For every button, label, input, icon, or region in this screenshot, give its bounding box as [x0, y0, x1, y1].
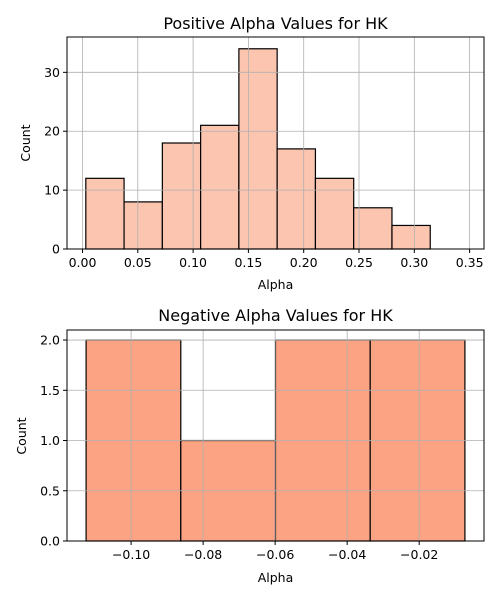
y-tick-label: 30 [44, 65, 60, 80]
y-tick-label: 2.0 [40, 333, 60, 348]
chart-title: Positive Alpha Values for HK [163, 14, 388, 33]
y-tick-label: 0.0 [40, 534, 60, 549]
x-tick-label: −0.10 [112, 547, 150, 562]
histogram-bar [200, 124, 240, 250]
x-tick-label: 0.30 [400, 255, 428, 270]
histogram-bar [123, 201, 163, 250]
histogram-bar [353, 207, 393, 250]
x-tick-label: 0.25 [345, 255, 373, 270]
x-axis-label: Alpha [258, 570, 294, 585]
y-tick-label: 0 [52, 242, 60, 257]
x-tick-label: −0.06 [256, 547, 294, 562]
histogram-bar [314, 177, 355, 250]
positive-alpha-histogram: Positive Alpha Values for HK Alpha Count… [18, 14, 485, 292]
histogram-bar [161, 142, 202, 250]
y-tick-label: 0.5 [40, 483, 60, 498]
x-tick-label: 0.00 [69, 255, 97, 270]
x-tick-label: −0.04 [328, 547, 366, 562]
x-axis-label: Alpha [258, 277, 294, 292]
histogram-bar [391, 224, 431, 250]
y-tick-label: 20 [44, 124, 60, 139]
x-tick-label: 0.35 [456, 255, 484, 270]
histogram-bar [85, 177, 125, 250]
axes-frame [66, 36, 485, 250]
y-axis-label: Count [18, 124, 33, 161]
y-tick-label: 10 [44, 183, 60, 198]
negative-alpha-histogram: Negative Alpha Values for HK Alpha Count… [14, 306, 485, 585]
histogram-bar [238, 48, 278, 250]
x-tick-label: 0.05 [124, 255, 152, 270]
chart-title: Negative Alpha Values for HK [158, 306, 393, 325]
x-tick-label: 0.15 [234, 255, 262, 270]
histogram-bar [276, 148, 317, 250]
x-tick-label: 0.20 [290, 255, 318, 270]
y-tick-label: 1.5 [40, 383, 60, 398]
x-tick-label: 0.10 [179, 255, 207, 270]
y-axis-label: Count [14, 417, 29, 454]
x-tick-label: −0.08 [184, 547, 222, 562]
x-tick-label: −0.02 [400, 547, 438, 562]
y-tick-label: 1.0 [40, 433, 60, 448]
